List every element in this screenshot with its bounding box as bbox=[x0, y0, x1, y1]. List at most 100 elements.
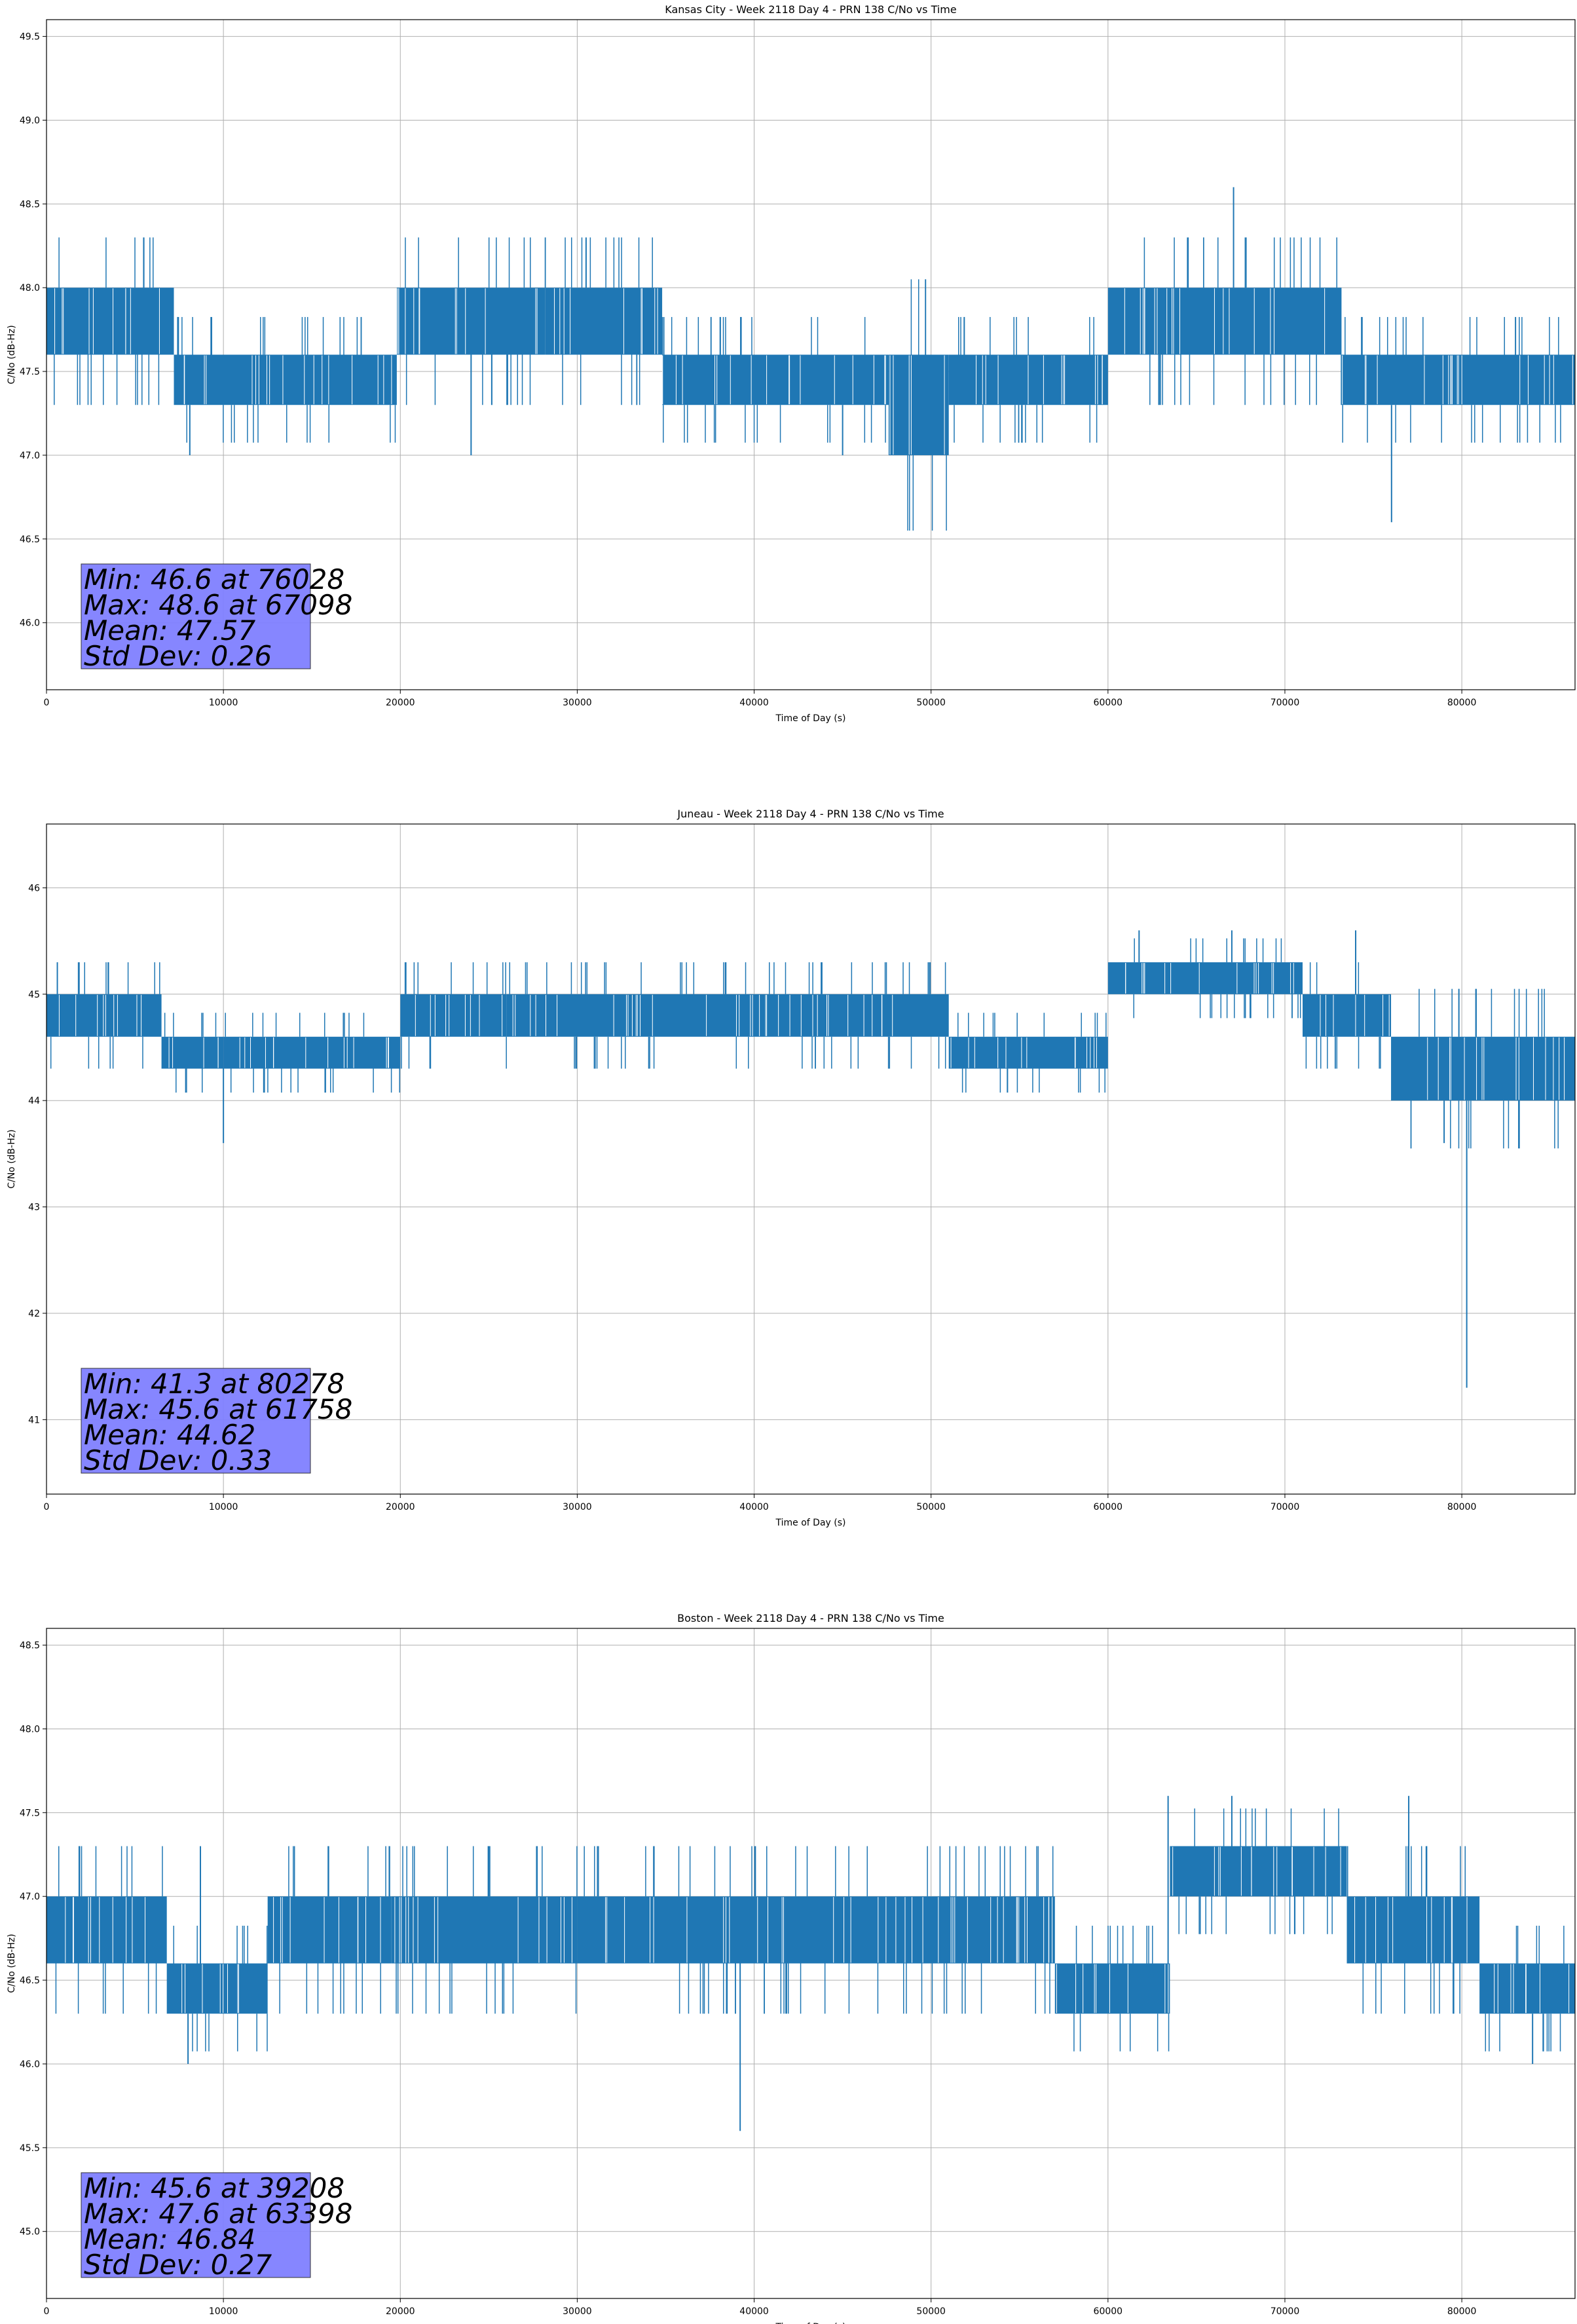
series-band-segment bbox=[1479, 1963, 1575, 2014]
stats-line: Min: 45.6 at 39208 bbox=[84, 2172, 344, 2204]
series-band-segment bbox=[396, 288, 546, 355]
series-band-segment bbox=[400, 994, 507, 1037]
series-band-segment bbox=[161, 1036, 224, 1069]
stats-line: Mean: 46.84 bbox=[84, 2223, 255, 2255]
x-tick-label: 80000 bbox=[1447, 1502, 1477, 1512]
series-band-segment bbox=[46, 994, 162, 1037]
x-axis-label: Time of Day (s) bbox=[775, 1518, 846, 1528]
series-band-segment bbox=[391, 1896, 578, 1964]
series-band-segment bbox=[545, 288, 663, 355]
series-band-segment bbox=[662, 354, 889, 405]
series-band-segment bbox=[948, 1036, 1108, 1069]
x-tick-label: 60000 bbox=[1094, 1502, 1123, 1512]
series-band-segment bbox=[223, 1036, 401, 1069]
x-axis-label: Time of Day (s) bbox=[775, 713, 846, 724]
chart-panel-2: Juneau - Week 2118 Day 4 - PRN 138 C/No … bbox=[7, 808, 1576, 1528]
y-tick-label: 42 bbox=[28, 1309, 40, 1319]
x-tick-label: 70000 bbox=[1271, 2306, 1300, 2317]
x-tick-label: 30000 bbox=[563, 2306, 592, 2317]
series-band-segment bbox=[1170, 1846, 1347, 1897]
y-tick-label: 48.0 bbox=[20, 283, 40, 293]
y-tick-label: 45.0 bbox=[20, 2227, 40, 2238]
x-tick-label: 80000 bbox=[1447, 698, 1477, 708]
x-tick-label: 40000 bbox=[739, 698, 769, 708]
stats-line: Std Dev: 0.27 bbox=[84, 2249, 272, 2281]
series-band-segment bbox=[1054, 1963, 1170, 2014]
x-tick-label: 20000 bbox=[386, 698, 415, 708]
axes-frame bbox=[46, 1628, 1576, 2299]
stats-line: Std Dev: 0.33 bbox=[84, 1444, 272, 1476]
stats-line: Min: 46.6 at 76028 bbox=[84, 563, 344, 595]
axes-frame bbox=[46, 19, 1576, 690]
y-tick-label: 44 bbox=[28, 1096, 40, 1106]
x-tick-label: 30000 bbox=[563, 1502, 592, 1512]
series-band-segment bbox=[166, 1963, 268, 2014]
x-tick-label: 10000 bbox=[209, 698, 238, 708]
y-tick-label: 48.5 bbox=[20, 199, 40, 210]
chart-title: Kansas City - Week 2118 Day 4 - PRN 138 … bbox=[665, 3, 956, 16]
stats-line: Mean: 47.57 bbox=[84, 614, 255, 647]
x-tick-label: 40000 bbox=[739, 1502, 769, 1512]
series-band-segment bbox=[888, 354, 949, 455]
series-band-segment bbox=[1346, 1896, 1480, 1964]
stats-line: Std Dev: 0.26 bbox=[84, 640, 272, 672]
x-tick-label: 0 bbox=[44, 1502, 50, 1512]
x-axis-label: Time of Day (s) bbox=[775, 2322, 846, 2324]
y-tick-label: 46.5 bbox=[20, 1976, 40, 1986]
series-band-segment bbox=[1107, 962, 1303, 994]
chart-title: Juneau - Week 2118 Day 4 - PRN 138 C/No … bbox=[677, 808, 944, 820]
series-band-segment bbox=[267, 1896, 392, 1964]
y-axis-label: C/No (dB-Hz) bbox=[7, 1934, 17, 1993]
x-tick-label: 50000 bbox=[916, 2306, 946, 2317]
x-tick-label: 0 bbox=[44, 698, 50, 708]
series-band-segment bbox=[305, 354, 397, 405]
y-tick-label: 47.0 bbox=[20, 1892, 40, 1902]
chart-panel-3: Boston - Week 2118 Day 4 - PRN 138 C/No … bbox=[7, 1612, 1576, 2324]
y-tick-label: 49.0 bbox=[20, 115, 40, 126]
stats-box bbox=[81, 2172, 311, 2278]
stats-line: Max: 48.6 at 67098 bbox=[84, 589, 352, 621]
y-tick-label: 47.5 bbox=[20, 367, 40, 377]
series-band-segment bbox=[46, 288, 174, 355]
series-band-segment bbox=[46, 1896, 167, 1964]
chart-title: Boston - Week 2118 Day 4 - PRN 138 C/No … bbox=[677, 1612, 944, 1624]
series-band-segment bbox=[174, 354, 305, 405]
y-axis-label: C/No (dB-Hz) bbox=[7, 1129, 17, 1188]
x-tick-label: 10000 bbox=[209, 2306, 238, 2317]
y-tick-label: 49.5 bbox=[20, 32, 40, 43]
stats-line: Mean: 44.62 bbox=[84, 1419, 255, 1451]
y-tick-label: 45.5 bbox=[20, 2143, 40, 2154]
series-band-segment bbox=[506, 994, 684, 1037]
y-tick-label: 46.0 bbox=[20, 2059, 40, 2070]
y-tick-label: 48.0 bbox=[20, 1724, 40, 1734]
cno-series bbox=[46, 1795, 1575, 2131]
axes-frame bbox=[46, 823, 1576, 1495]
x-tick-label: 80000 bbox=[1447, 2306, 1477, 2317]
series-band-segment bbox=[683, 994, 949, 1037]
stats-line: Max: 47.6 at 63398 bbox=[84, 2198, 352, 2230]
x-tick-label: 50000 bbox=[916, 1502, 946, 1512]
series-band-segment bbox=[577, 1896, 1055, 1964]
y-axis-label: C/No (dB-Hz) bbox=[7, 325, 17, 384]
x-tick-label: 20000 bbox=[386, 1502, 415, 1512]
x-tick-label: 50000 bbox=[916, 698, 946, 708]
y-tick-label: 41 bbox=[28, 1415, 40, 1425]
stats-box bbox=[81, 563, 311, 669]
chart-panel-1: Kansas City - Week 2118 Day 4 - PRN 138 … bbox=[7, 3, 1576, 724]
x-tick-label: 30000 bbox=[563, 698, 592, 708]
x-tick-label: 10000 bbox=[209, 1502, 238, 1512]
stats-line: Min: 41.3 at 80278 bbox=[84, 1368, 344, 1400]
y-tick-label: 47.0 bbox=[20, 451, 40, 461]
x-tick-label: 20000 bbox=[386, 2306, 415, 2317]
y-tick-label: 46.0 bbox=[20, 618, 40, 629]
y-tick-label: 46 bbox=[28, 883, 40, 893]
stats-line: Max: 45.6 at 61758 bbox=[84, 1393, 352, 1425]
series-band-segment bbox=[1391, 1036, 1575, 1101]
series-band-segment bbox=[1107, 288, 1342, 355]
x-tick-label: 70000 bbox=[1271, 1502, 1300, 1512]
cno-series bbox=[46, 930, 1575, 1388]
y-tick-label: 43 bbox=[28, 1203, 40, 1213]
y-tick-label: 47.5 bbox=[20, 1808, 40, 1818]
x-tick-label: 60000 bbox=[1094, 2306, 1123, 2317]
